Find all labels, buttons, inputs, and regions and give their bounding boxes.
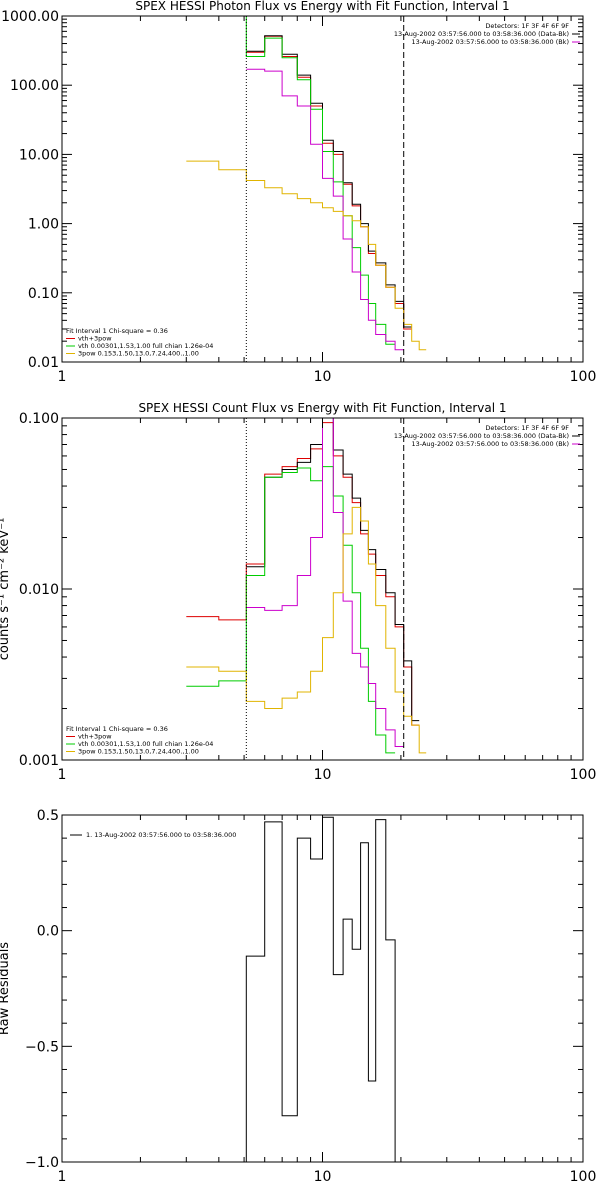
chart-title: SPEX HESSI Photon Flux vs Energy with Fi… bbox=[135, 0, 509, 13]
fit-info-line: vth 0.00301,1.53,1.00 full chian 1.26e-0… bbox=[78, 740, 213, 748]
series-line-4 bbox=[186, 506, 427, 754]
fit-info-line: 3pow 0.153,1.50,13.0,7.24,400.,1.00 bbox=[78, 350, 199, 358]
series-line-3 bbox=[246, 418, 404, 747]
y-tick-label: 10.00 bbox=[19, 147, 59, 163]
y-tick-label: 0.0 bbox=[37, 924, 59, 940]
x-tick-label: 1 bbox=[58, 767, 67, 783]
x-tick-label: 100 bbox=[570, 767, 597, 783]
y-tick-label: 0.100 bbox=[19, 411, 59, 427]
fit-info-line: Fit Interval 1 Chi-square = 0.36 bbox=[66, 725, 168, 733]
x-tick-label: 1 bbox=[58, 369, 67, 385]
y-tick-label: 100.00 bbox=[10, 78, 59, 94]
y-tick-label: 0.5 bbox=[37, 808, 59, 824]
y-axis-label: counts s⁻¹ cm⁻² keV⁻¹ bbox=[0, 518, 12, 661]
fit-info-line: Fit Interval 1 Chi-square = 0.36 bbox=[66, 327, 168, 335]
x-tick-label: 10 bbox=[314, 369, 332, 385]
x-tick-label: 100 bbox=[570, 1169, 597, 1185]
info-line: 13-Aug-2002 03:57:56.000 to 03:58:36.000… bbox=[412, 440, 569, 448]
series-line-1 bbox=[246, 35, 412, 328]
x-tick-label: 10 bbox=[314, 1169, 332, 1185]
info-line: 13-Aug-2002 03:57:56.000 to 03:58:36.000… bbox=[412, 38, 569, 46]
fit-info-line: vth+3pow bbox=[78, 733, 112, 741]
series-line-4 bbox=[186, 160, 427, 351]
x-tick-label: 10 bbox=[314, 767, 332, 783]
plot-frame bbox=[61, 814, 584, 1163]
y-axis-label: Raw Residuals bbox=[0, 942, 12, 1035]
chart-title: SPEX HESSI Count Flux vs Energy with Fit… bbox=[138, 401, 506, 415]
y-tick-label: −0.5 bbox=[25, 1039, 59, 1055]
y-tick-label: 0.001 bbox=[19, 753, 59, 769]
y-tick-label: 0.010 bbox=[19, 582, 59, 598]
legend-entry: 1. 13-Aug-2002 03:57:56.000 to 03:58:36.… bbox=[86, 831, 236, 839]
y-tick-label: 0.01 bbox=[28, 355, 59, 371]
y-tick-label: 1000.00 bbox=[1, 9, 59, 25]
series-line-2 bbox=[186, 466, 396, 754]
info-line: 13-Aug-2002 03:57:56.000 to 03:58:36.000… bbox=[394, 30, 569, 38]
fit-info-line: vth 0.00301,1.53,1.00 full chian 1.26e-0… bbox=[78, 342, 213, 350]
y-tick-label: −1.0 bbox=[25, 1155, 59, 1171]
x-tick-label: 100 bbox=[570, 369, 597, 385]
series-line-1 bbox=[246, 418, 420, 722]
series-line-2 bbox=[186, 16, 396, 345]
y-tick-label: 1.00 bbox=[28, 217, 59, 233]
fit-info-line: vth+3pow bbox=[78, 335, 112, 343]
plot-frame bbox=[61, 15, 584, 363]
fit-info-line: 3pow 0.153,1.50,13.0,7.24,400.,1.00 bbox=[78, 748, 199, 756]
series-line-3 bbox=[246, 68, 404, 351]
info-line: Detectors: 1F 3F 4F 6F 9F bbox=[485, 424, 569, 432]
info-line: 13-Aug-2002 03:57:56.000 to 03:58:36.000… bbox=[394, 432, 569, 440]
info-line: Detectors: 1F 3F 4F 6F 9F bbox=[485, 22, 569, 30]
y-tick-label: 0.10 bbox=[28, 286, 59, 302]
series-line-0 bbox=[245, 816, 404, 1162]
x-tick-label: 1 bbox=[58, 1169, 67, 1185]
